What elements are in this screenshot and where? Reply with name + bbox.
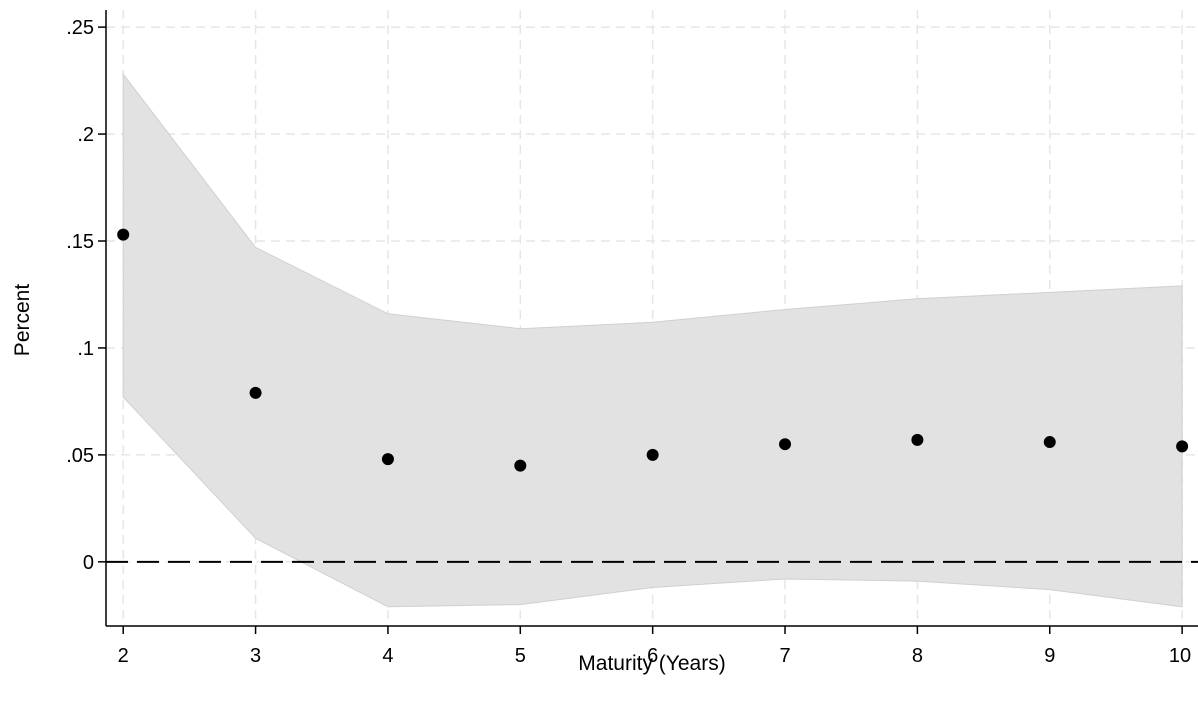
x-tick-label-6: 8 <box>912 645 923 667</box>
y-tick-label-3: .15 <box>66 231 94 253</box>
data-point-4 <box>646 448 659 461</box>
data-point-0 <box>117 228 130 241</box>
confidence-band <box>122 72 1183 608</box>
x-tick-label-4: 6 <box>647 645 658 667</box>
y-tick-label-4: .2 <box>77 124 94 146</box>
y-axis-title: Percent <box>11 284 34 357</box>
data-point-8 <box>1176 440 1189 453</box>
x-tick-label-1: 3 <box>250 645 261 667</box>
y-tick-label-1: .05 <box>66 445 94 467</box>
data-point-5 <box>779 438 792 451</box>
x-tick-label-0: 2 <box>118 645 129 667</box>
y-tick-label-2: .1 <box>77 338 94 360</box>
axes <box>98 10 1198 634</box>
confidence-band-group <box>122 72 1183 608</box>
x-tick-label-8: 10 <box>1169 645 1191 667</box>
x-axis-title: Maturity (Years) <box>578 652 725 675</box>
data-point-2 <box>381 453 394 466</box>
x-tick-label-5: 7 <box>779 645 790 667</box>
data-points <box>117 228 1189 472</box>
y-tick-label-5: .25 <box>66 17 94 39</box>
x-tick-label-7: 9 <box>1044 645 1055 667</box>
x-tick-label-2: 4 <box>382 645 393 667</box>
data-point-3 <box>514 459 527 472</box>
tick-labels: 0 .05 .1 .15 .2 .25 2 3 4 5 6 7 8 9 10 <box>66 17 1191 667</box>
data-point-7 <box>1043 436 1056 449</box>
x-tick-label-3: 5 <box>515 645 526 667</box>
data-point-1 <box>249 386 262 399</box>
data-point-6 <box>911 433 924 446</box>
y-tick-label-0: 0 <box>83 552 94 574</box>
